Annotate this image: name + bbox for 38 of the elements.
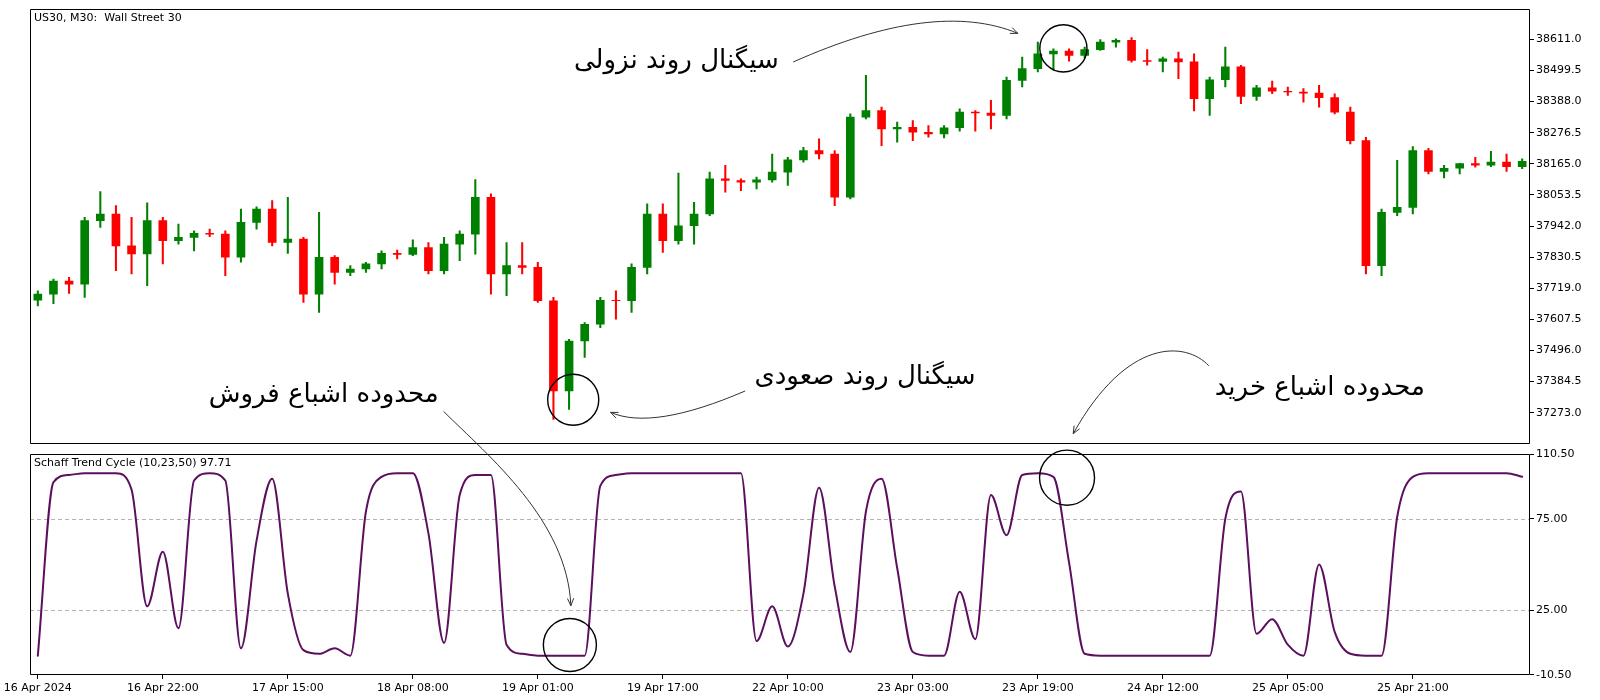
candlestick [283, 196, 293, 254]
annotation: سیگنال روند صعودی [754, 360, 976, 392]
y-tick-label: 37496.0 [1536, 343, 1582, 357]
y-tick-label: 75.00 [1536, 511, 1568, 525]
annotation: محدوده اشباع فروش [208, 377, 439, 409]
x-tick-label: 16 Apr 2024 [3, 681, 72, 695]
y-tick-label: 25.00 [1536, 602, 1568, 616]
y-tick-label: 38276.5 [1536, 125, 1582, 139]
x-tick-label: 22 Apr 10:00 [751, 681, 824, 695]
line-series [36, 472, 1524, 657]
x-tick-label: 18 Apr 08:00 [376, 681, 449, 695]
y-tick-label: 38499.5 [1536, 63, 1582, 77]
y-tick-label: 38611.0 [1536, 32, 1582, 46]
chart-title: Schaff Trend Cycle (10,23,50) 97.71 [34, 456, 232, 470]
x-tick-label: 16 Apr 22:00 [126, 681, 199, 695]
y-tick-label: 37607.5 [1536, 312, 1582, 326]
x-tick-label: 23 Apr 03:00 [876, 681, 949, 695]
x-tick-label: 25 Apr 21:00 [1376, 681, 1449, 695]
y-tick-label: 37273.0 [1536, 405, 1582, 419]
y-tick-label: 110.50 [1536, 446, 1575, 460]
y-tick-label: 38165.0 [1536, 156, 1582, 170]
y-tick-label: 37719.0 [1536, 281, 1582, 295]
annotation: سیگنال روند نزولی [573, 43, 779, 75]
candlestick [720, 165, 730, 193]
y-tick-label: 38388.0 [1536, 94, 1582, 108]
x-tick-label: 19 Apr 17:00 [626, 681, 699, 695]
x-tick-label: 25 Apr 05:00 [1251, 681, 1324, 695]
x-tick-label: 19 Apr 01:00 [501, 681, 574, 695]
x-tick-label: 24 Apr 12:00 [1126, 681, 1199, 695]
y-tick-label: 37942.0 [1536, 218, 1582, 232]
x-tick-label: 23 Apr 19:00 [1001, 681, 1074, 695]
y-tick-label: 38053.5 [1536, 187, 1582, 201]
annotation: محدوده اشباع خرید [1214, 370, 1425, 402]
x-tick-label: 17 Apr 15:00 [251, 681, 324, 695]
chart-title: US30, M30: Wall Street 30 [34, 10, 182, 24]
y-tick-label: -10.50 [1536, 667, 1572, 681]
y-tick-label: 37830.5 [1536, 249, 1582, 263]
y-tick-label: 37384.5 [1536, 374, 1582, 388]
